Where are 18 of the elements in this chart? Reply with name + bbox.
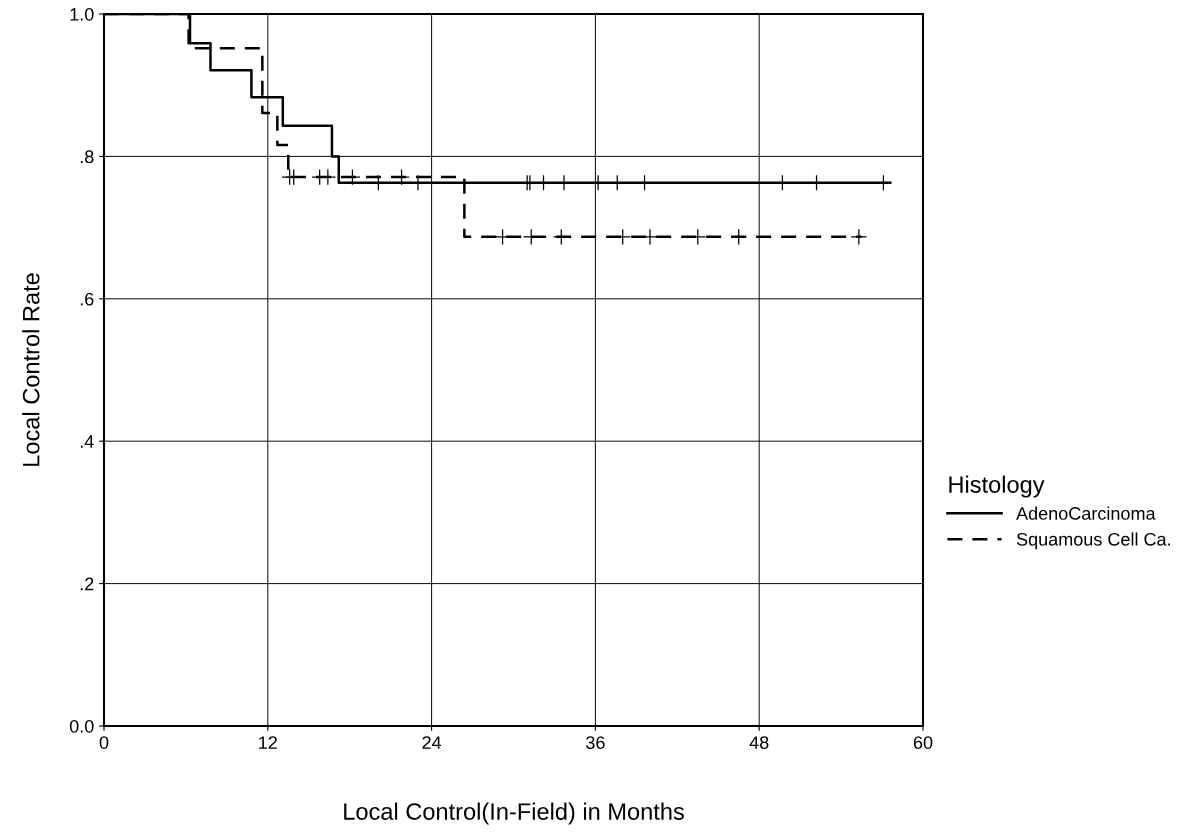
x-axis-title: Local Control(In-Field) in Months	[344, 802, 684, 825]
point	[850, 228, 868, 246]
x-tick-label: 24	[422, 736, 442, 749]
y-tick-label: .6	[80, 292, 94, 306]
x-tick-label: 0	[99, 736, 109, 749]
y-tick-label: .8	[80, 150, 94, 164]
y-tick-label: .2	[80, 577, 94, 591]
y-tick-label: .4	[80, 435, 94, 448]
x-tick-label: 48	[749, 736, 769, 749]
legend-title: Histology	[949, 475, 1045, 498]
x-tick-label: 60	[913, 736, 933, 749]
y-axis-title: Local Control Rate	[22, 273, 40, 466]
legend-label: Squamous Cell Ca.	[1016, 532, 1170, 550]
y-tick-label: 1.0	[70, 7, 94, 21]
x-tick-label: 12	[259, 736, 277, 749]
legend-label: AdenoCarcinoma	[1016, 506, 1156, 520]
y-tick-label: 0.0	[69, 719, 94, 733]
x-tick-label: 36	[586, 736, 605, 749]
